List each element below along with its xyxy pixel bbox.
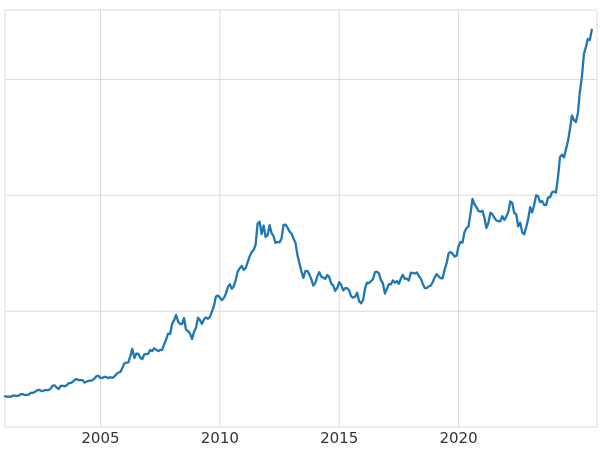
x-tick-label-2020: 2020 bbox=[439, 429, 478, 447]
x-tick-label-2005: 2005 bbox=[81, 429, 120, 447]
x-tick-label-2010: 2010 bbox=[200, 429, 239, 447]
price-line bbox=[3, 28, 593, 398]
x-tick-label-2015: 2015 bbox=[320, 429, 359, 447]
plot-border bbox=[4, 9, 598, 428]
